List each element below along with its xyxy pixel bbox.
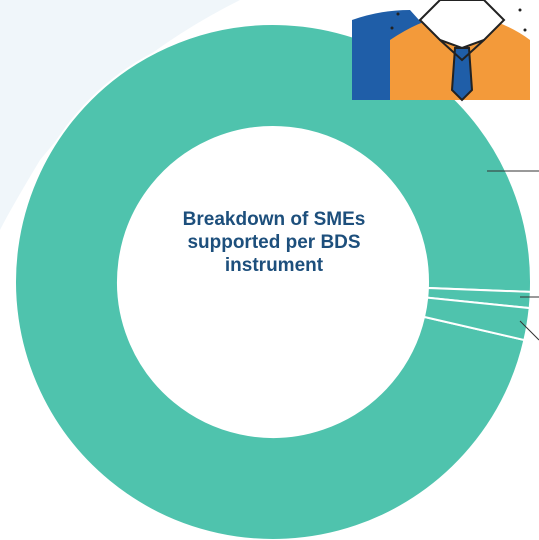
chart-title: Breakdown of SMEs supported per BDS inst… bbox=[182, 209, 366, 276]
donut bbox=[14, 23, 532, 540]
background-panel bbox=[0, 0, 240, 230]
person-icon bbox=[352, 0, 539, 102]
leader-lines bbox=[487, 170, 539, 341]
donut-slice bbox=[14, 23, 532, 540]
donut-slice bbox=[422, 296, 531, 342]
